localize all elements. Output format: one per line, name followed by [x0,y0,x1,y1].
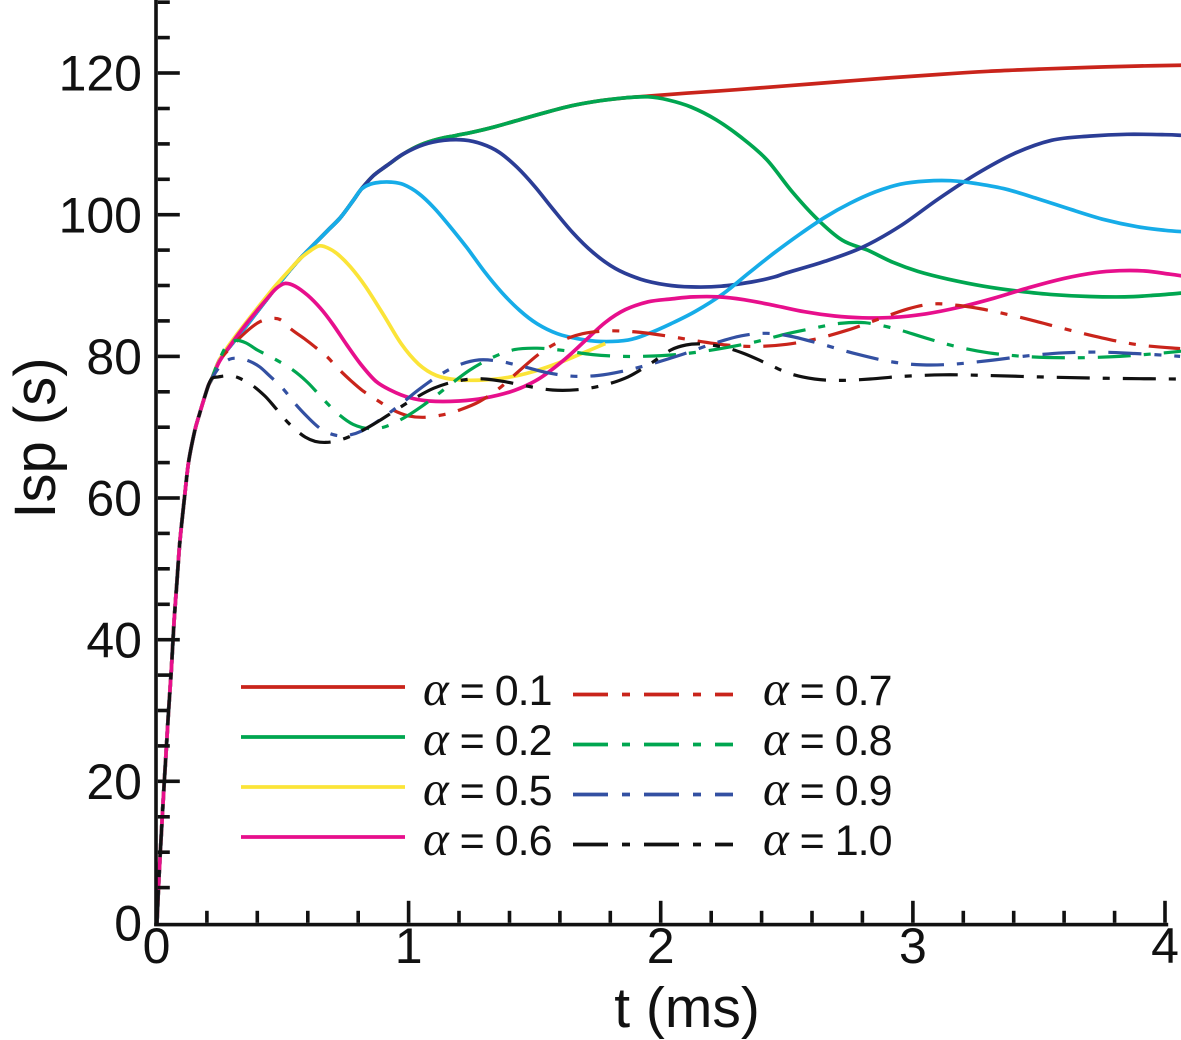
svg-text:60: 60 [86,471,142,527]
svg-text:Isp (s): Isp (s) [3,357,68,518]
svg-text:80: 80 [86,329,142,385]
svg-text:3: 3 [899,918,927,974]
svg-text:α = 0.9: α = 0.9 [763,761,892,816]
svg-text:α = 1.0: α = 1.0 [763,811,892,866]
svg-text:α = 0.8: α = 0.8 [763,711,892,766]
svg-text:40: 40 [86,612,142,668]
svg-text:α = 0.5: α = 0.5 [423,761,552,816]
svg-text:α = 0.6: α = 0.6 [423,811,552,866]
svg-text:t (ms): t (ms) [614,976,760,1040]
svg-text:20: 20 [86,754,142,810]
svg-text:1: 1 [395,918,423,974]
svg-text:α = 0.2: α = 0.2 [423,711,552,766]
svg-text:100: 100 [59,187,142,243]
svg-text:0: 0 [143,918,171,974]
svg-text:4: 4 [1151,918,1179,974]
svg-text:α = 0.1: α = 0.1 [423,661,552,716]
svg-text:2: 2 [647,918,675,974]
svg-text:0: 0 [114,896,142,952]
svg-text:α = 0.7: α = 0.7 [763,661,892,716]
svg-text:120: 120 [59,46,142,102]
